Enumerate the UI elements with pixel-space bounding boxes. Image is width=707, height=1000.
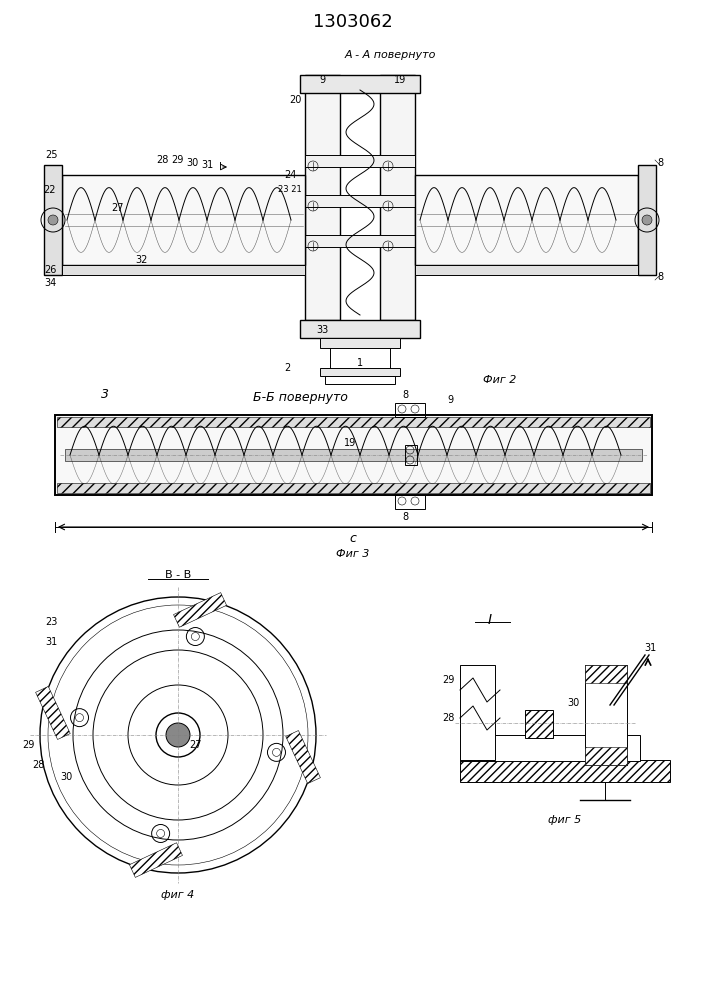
- Text: 28: 28: [156, 155, 168, 165]
- Bar: [305, 235, 415, 247]
- Bar: [62, 265, 305, 275]
- Bar: [44, 165, 62, 275]
- Bar: [325, 376, 395, 384]
- Text: 33: 33: [316, 325, 328, 335]
- Bar: [305, 75, 340, 320]
- Bar: [585, 665, 627, 765]
- Text: 25: 25: [46, 150, 58, 160]
- Bar: [57, 417, 650, 427]
- Text: 30: 30: [186, 158, 198, 168]
- Text: 30: 30: [567, 698, 579, 708]
- Circle shape: [48, 215, 58, 225]
- Bar: [415, 265, 638, 275]
- Polygon shape: [286, 731, 320, 784]
- Bar: [415, 175, 638, 265]
- Text: 8: 8: [657, 158, 663, 168]
- Text: 9: 9: [319, 75, 325, 85]
- Text: фиг 4: фиг 4: [161, 890, 194, 900]
- Text: 24: 24: [284, 170, 296, 180]
- Polygon shape: [129, 843, 182, 877]
- Bar: [55, 415, 652, 495]
- Text: 8: 8: [402, 390, 408, 400]
- Bar: [300, 75, 420, 93]
- Text: 29: 29: [23, 740, 35, 750]
- Text: 28: 28: [443, 713, 455, 723]
- Text: 8: 8: [402, 512, 408, 522]
- Text: 31: 31: [45, 637, 57, 647]
- Text: А - А повернуто: А - А повернуто: [344, 50, 436, 60]
- Text: 9: 9: [447, 395, 453, 405]
- Bar: [57, 483, 650, 493]
- Text: 1: 1: [357, 358, 363, 368]
- Text: 1303062: 1303062: [313, 13, 393, 31]
- Text: 34: 34: [44, 278, 56, 288]
- Text: 31: 31: [201, 160, 213, 170]
- Text: 27: 27: [189, 740, 202, 750]
- Bar: [395, 495, 425, 509]
- Text: 20: 20: [289, 95, 301, 105]
- Polygon shape: [173, 593, 226, 627]
- Bar: [305, 195, 415, 207]
- Text: 27: 27: [111, 203, 123, 213]
- Text: 2: 2: [284, 363, 290, 373]
- Text: 29: 29: [171, 155, 183, 165]
- Bar: [460, 735, 640, 761]
- Bar: [62, 175, 305, 265]
- Text: I: I: [488, 613, 492, 627]
- Text: 8: 8: [657, 272, 663, 282]
- Text: фиг 5: фиг 5: [549, 815, 582, 825]
- Bar: [65, 449, 642, 461]
- Bar: [305, 155, 415, 167]
- Text: Б-Б повернуто: Б-Б повернуто: [252, 391, 347, 404]
- Text: 28: 28: [33, 760, 45, 770]
- Bar: [320, 368, 400, 376]
- Text: 22: 22: [44, 185, 57, 195]
- Text: 32: 32: [136, 255, 148, 265]
- Bar: [525, 710, 553, 738]
- Text: 23 21: 23 21: [278, 186, 302, 194]
- Text: 30: 30: [60, 772, 72, 782]
- Text: 23: 23: [45, 617, 57, 627]
- Bar: [585, 665, 627, 683]
- Text: Фиг 2: Фиг 2: [484, 375, 517, 385]
- Circle shape: [166, 723, 190, 747]
- Bar: [395, 403, 425, 417]
- Polygon shape: [35, 686, 70, 739]
- Bar: [460, 760, 670, 782]
- Text: В - В: В - В: [165, 570, 191, 580]
- Bar: [585, 747, 627, 765]
- Text: Фиг 3: Фиг 3: [337, 549, 370, 559]
- Text: 29: 29: [443, 675, 455, 685]
- Bar: [380, 75, 415, 320]
- Bar: [460, 665, 495, 760]
- Bar: [638, 165, 656, 275]
- Bar: [405, 445, 417, 465]
- Text: c: c: [349, 532, 356, 546]
- Circle shape: [642, 215, 652, 225]
- Text: 26: 26: [44, 265, 56, 275]
- Text: 19: 19: [394, 75, 406, 85]
- Text: 3: 3: [101, 388, 109, 401]
- Bar: [320, 338, 400, 348]
- Text: 19: 19: [344, 438, 356, 448]
- Text: I: I: [218, 162, 221, 172]
- Text: 31: 31: [644, 643, 656, 653]
- Bar: [300, 320, 420, 338]
